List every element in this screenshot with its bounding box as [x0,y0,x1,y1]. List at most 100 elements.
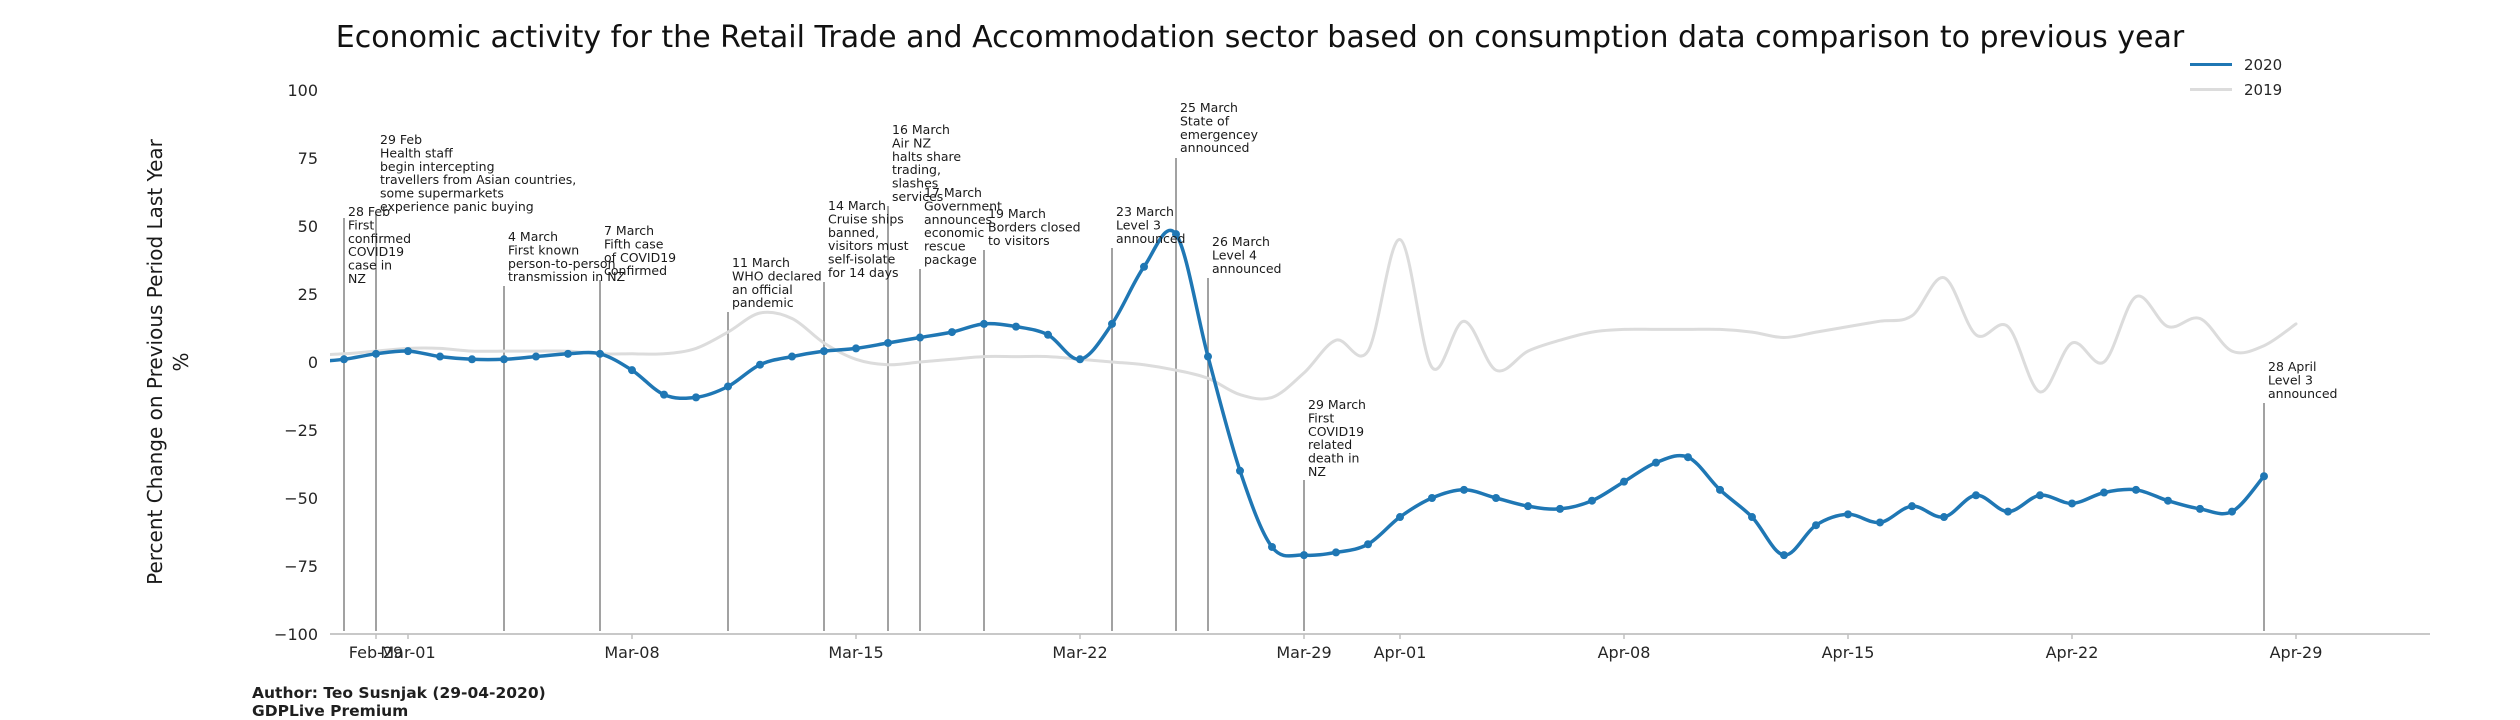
author-credit: Author: Teo Susnjak (29-04-2020) [252,684,546,702]
y-tick-label: 100 [287,81,318,100]
x-tick-label: Mar-29 [1276,643,1331,662]
series-2020-marker [916,333,924,342]
series-2020-marker [1716,485,1724,494]
legend-swatch-2019-icon [2190,88,2232,91]
series-2020-marker [1844,510,1852,519]
series-2020-marker [1524,502,1532,511]
series-2020-marker [1876,518,1884,527]
annotation-text: 28 April Level 3 announced [2268,359,2338,401]
chart-title: Economic activity for the Retail Trade a… [335,20,2185,55]
y-tick-label: −25 [284,421,318,440]
series-2020-marker [1396,513,1404,522]
series-2020-marker [756,360,764,369]
brand-label: GDPLive Premium [252,702,409,720]
y-tick-label: −100 [274,625,318,644]
series-2020-marker [948,328,956,337]
annotation-text: 26 March Level 4 announced [1212,234,1282,276]
series-2020-marker [788,352,796,361]
series-2020-marker [660,390,668,399]
series-2020-marker [2036,491,2044,500]
series-2020-marker [692,393,700,402]
series-2020-marker [852,344,860,353]
series-2020-marker [436,352,444,361]
series-2020-marker [468,355,476,364]
series-2020-marker [2164,496,2172,505]
x-tick-label: Apr-01 [1374,643,1427,662]
series-2020-marker [1364,540,1372,549]
series-2020-marker [980,319,988,328]
annotation-text: 25 March State of emergencey announced [1180,100,1259,155]
series-2020-marker [1652,458,1660,467]
x-tick-label: Apr-15 [1822,643,1875,662]
x-tick-label: Apr-22 [2046,643,2099,662]
series-2020-marker [564,349,572,358]
series-2020-marker [500,355,508,364]
annotation-text: 17 March Government announces economic rescu… [924,185,1002,267]
series-2020-marker [884,338,892,347]
x-tick-label: Mar-22 [1052,643,1107,662]
y-tick-label: 75 [298,149,318,168]
legend: 2020 2019 [2190,52,2282,102]
annotation-text: 4 March First known person-to-person transm… [508,229,625,284]
y-tick-label: −50 [284,489,318,508]
series-2020-marker [628,366,636,375]
series-2020-marker [1268,542,1276,551]
series-2020-marker [1332,548,1340,557]
legend-item-2020: 2020 [2190,52,2282,77]
series-2020-marker [1300,551,1308,560]
x-tick-label: Feb-29 [349,643,403,662]
series-2020-marker [1780,551,1788,560]
series-2020-marker [532,352,540,361]
series-2020-marker [1908,502,1916,511]
series-2020-marker [724,382,732,391]
annotation-text: 7 March Fifth case of COVID19 confirmed [604,223,676,278]
series-2020-marker [2100,488,2108,497]
annotation-text: 11 March WHO declared an official pandemic [732,255,822,310]
annotation-text: 28 Feb First confirmed COVID19 case in NZ [348,204,411,286]
annotation-text: 14 March Cruise ships banned, visitors must… [828,198,909,280]
x-tick-label: Mar-01 [380,643,435,662]
series-2020-marker [1172,230,1180,239]
series-2020-marker [820,347,828,356]
legend-item-2019: 2019 [2190,77,2282,102]
y-axis-title: Percent Change on Previous Period Last Y… [143,138,167,585]
series-2020-marker [404,347,412,356]
series-2020-marker [1012,322,1020,331]
series-2020-marker [1204,352,1212,361]
series-2020-marker [2196,504,2204,513]
y-tick-label: 0 [308,353,318,372]
series-2020-marker [1556,504,1564,513]
annotation-text: 29 Feb Health staff begin intercepting trav… [380,132,576,214]
legend-swatch-2020-icon [2190,63,2232,66]
annotation-text: 19 March Borders closed to visitors [988,206,1081,248]
series-2020-marker [2228,507,2236,516]
y-tick-label: −75 [284,557,318,576]
legend-label-2020: 2020 [2244,55,2283,74]
series-2020-marker [1588,496,1596,505]
series-2019-line [330,238,2298,401]
legend-label-2019: 2019 [2244,80,2283,99]
series-2020-marker [1044,330,1052,339]
x-tick-label: Apr-08 [1598,643,1651,662]
y-tick-label: 50 [298,217,318,236]
x-tick-label: Mar-15 [828,643,883,662]
series-group [330,228,2298,560]
series-2020-marker [1236,466,1244,475]
series-2020-marker [1620,477,1628,486]
series-2020-marker [1108,319,1116,328]
y-tick-label: 25 [298,285,318,304]
x-tick-label: Mar-08 [604,643,659,662]
series-2020-marker [2004,507,2012,516]
series-2020-marker [1492,494,1500,502]
annotation-text: 29 March First COVID19 related death in NZ [1308,397,1366,479]
series-2020-marker [2260,472,2268,481]
annotation-text: 23 March Level 3 announced [1116,204,1186,246]
series-2020-marker [2068,499,2076,508]
x-tick-label: Apr-29 [2270,643,2323,662]
series-2020-marker [1140,262,1148,271]
chart-footer: Author: Teo Susnjak (29-04-2020) GDPLive… [252,684,546,720]
series-2020-marker [1940,513,1948,522]
series-2020-marker [1748,513,1756,522]
